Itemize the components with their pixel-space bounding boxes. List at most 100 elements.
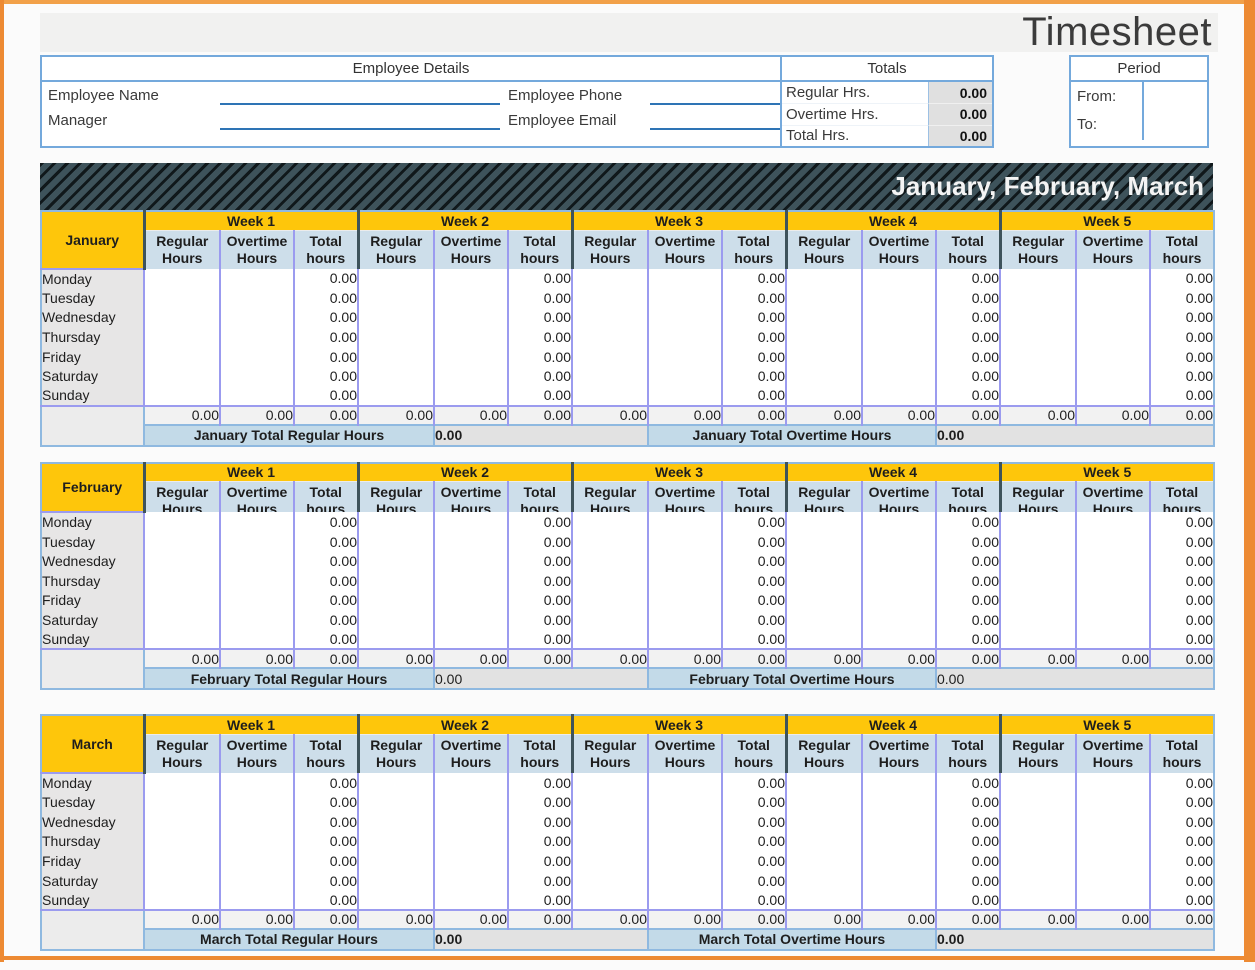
- regular-hours-cell[interactable]: [143, 307, 220, 328]
- regular-hours-cell[interactable]: [999, 551, 1076, 571]
- overtime-hours-cell[interactable]: [861, 366, 936, 387]
- regular-hours-cell[interactable]: [999, 851, 1076, 871]
- overtime-hours-cell[interactable]: [861, 268, 936, 289]
- regular-hours-cell[interactable]: [785, 890, 862, 910]
- overtime-hours-cell[interactable]: [647, 831, 722, 852]
- overtime-hours-cell[interactable]: [1075, 512, 1150, 532]
- overtime-hours-cell[interactable]: [647, 551, 722, 571]
- overtime-hours-cell[interactable]: [647, 268, 722, 289]
- regular-hours-cell[interactable]: [785, 307, 862, 328]
- regular-hours-cell[interactable]: [357, 531, 434, 552]
- overtime-hours-cell[interactable]: [219, 890, 294, 910]
- overtime-hours-cell[interactable]: [647, 288, 722, 308]
- overtime-hours-cell[interactable]: [433, 890, 508, 910]
- overtime-hours-cell[interactable]: [433, 327, 508, 347]
- regular-hours-cell[interactable]: [357, 346, 434, 367]
- regular-hours-cell[interactable]: [571, 590, 648, 611]
- overtime-hours-cell[interactable]: [433, 512, 508, 532]
- overtime-hours-cell[interactable]: [219, 512, 294, 532]
- overtime-hours-cell[interactable]: [433, 288, 508, 308]
- overtime-hours-cell[interactable]: [647, 590, 722, 611]
- regular-hours-cell[interactable]: [785, 531, 862, 552]
- regular-hours-cell[interactable]: [143, 772, 220, 793]
- overtime-hours-cell[interactable]: [1075, 772, 1150, 793]
- overtime-hours-cell[interactable]: [1075, 551, 1150, 571]
- overtime-hours-cell[interactable]: [1075, 812, 1150, 832]
- regular-hours-cell[interactable]: [785, 366, 862, 387]
- period-to-value[interactable]: [1142, 110, 1207, 140]
- overtime-hours-cell[interactable]: [861, 386, 936, 406]
- regular-hours-cell[interactable]: [571, 890, 648, 910]
- overtime-hours-cell[interactable]: [861, 629, 936, 650]
- regular-hours-cell[interactable]: [357, 288, 434, 308]
- regular-hours-cell[interactable]: [571, 551, 648, 571]
- overtime-hours-cell[interactable]: [1075, 590, 1150, 611]
- regular-hours-cell[interactable]: [571, 386, 648, 406]
- regular-hours-cell[interactable]: [571, 610, 648, 630]
- overtime-hours-cell[interactable]: [861, 890, 936, 910]
- regular-hours-cell[interactable]: [785, 268, 862, 289]
- regular-hours-cell[interactable]: [999, 531, 1076, 552]
- regular-hours-cell[interactable]: [785, 386, 862, 406]
- regular-hours-cell[interactable]: [143, 610, 220, 630]
- overtime-hours-cell[interactable]: [1075, 890, 1150, 910]
- overtime-hours-cell[interactable]: [1075, 327, 1150, 347]
- regular-hours-cell[interactable]: [785, 629, 862, 650]
- overtime-hours-cell[interactable]: [219, 870, 294, 891]
- overtime-hours-cell[interactable]: [1075, 851, 1150, 871]
- regular-hours-cell[interactable]: [357, 570, 434, 591]
- overtime-hours-cell[interactable]: [433, 629, 508, 650]
- overtime-hours-cell[interactable]: [861, 590, 936, 611]
- regular-hours-cell[interactable]: [143, 366, 220, 387]
- regular-hours-cell[interactable]: [999, 870, 1076, 891]
- overtime-hours-cell[interactable]: [433, 812, 508, 832]
- overtime-hours-cell[interactable]: [219, 590, 294, 611]
- regular-hours-cell[interactable]: [357, 327, 434, 347]
- employee-name-input[interactable]: [220, 83, 500, 105]
- regular-hours-cell[interactable]: [143, 812, 220, 832]
- regular-hours-cell[interactable]: [357, 366, 434, 387]
- regular-hours-cell[interactable]: [999, 792, 1076, 812]
- overtime-hours-cell[interactable]: [219, 570, 294, 591]
- regular-hours-cell[interactable]: [785, 570, 862, 591]
- employee-phone-input[interactable]: [650, 83, 780, 105]
- overtime-hours-cell[interactable]: [433, 870, 508, 891]
- regular-hours-cell[interactable]: [357, 590, 434, 611]
- overtime-hours-cell[interactable]: [647, 307, 722, 328]
- overtime-hours-cell[interactable]: [219, 531, 294, 552]
- regular-hours-cell[interactable]: [571, 327, 648, 347]
- overtime-hours-cell[interactable]: [861, 307, 936, 328]
- regular-hours-cell[interactable]: [357, 792, 434, 812]
- overtime-hours-cell[interactable]: [647, 386, 722, 406]
- regular-hours-cell[interactable]: [785, 851, 862, 871]
- overtime-hours-cell[interactable]: [647, 870, 722, 891]
- overtime-hours-cell[interactable]: [433, 386, 508, 406]
- overtime-hours-cell[interactable]: [433, 268, 508, 289]
- overtime-hours-cell[interactable]: [219, 386, 294, 406]
- overtime-hours-cell[interactable]: [1075, 570, 1150, 591]
- overtime-hours-cell[interactable]: [433, 851, 508, 871]
- regular-hours-cell[interactable]: [571, 851, 648, 871]
- period-from-value[interactable]: [1142, 80, 1207, 112]
- regular-hours-cell[interactable]: [357, 610, 434, 630]
- regular-hours-cell[interactable]: [785, 327, 862, 347]
- regular-hours-cell[interactable]: [357, 831, 434, 852]
- regular-hours-cell[interactable]: [999, 346, 1076, 367]
- regular-hours-cell[interactable]: [999, 327, 1076, 347]
- overtime-hours-cell[interactable]: [647, 772, 722, 793]
- regular-hours-cell[interactable]: [143, 629, 220, 650]
- regular-hours-cell[interactable]: [999, 590, 1076, 611]
- regular-hours-cell[interactable]: [143, 327, 220, 347]
- overtime-hours-cell[interactable]: [433, 531, 508, 552]
- overtime-hours-cell[interactable]: [861, 831, 936, 852]
- overtime-hours-cell[interactable]: [861, 512, 936, 532]
- overtime-hours-cell[interactable]: [861, 792, 936, 812]
- overtime-hours-cell[interactable]: [647, 629, 722, 650]
- overtime-hours-cell[interactable]: [219, 366, 294, 387]
- regular-hours-cell[interactable]: [357, 512, 434, 532]
- overtime-hours-cell[interactable]: [219, 629, 294, 650]
- regular-hours-cell[interactable]: [999, 386, 1076, 406]
- overtime-hours-cell[interactable]: [219, 610, 294, 630]
- overtime-hours-cell[interactable]: [861, 327, 936, 347]
- regular-hours-cell[interactable]: [571, 268, 648, 289]
